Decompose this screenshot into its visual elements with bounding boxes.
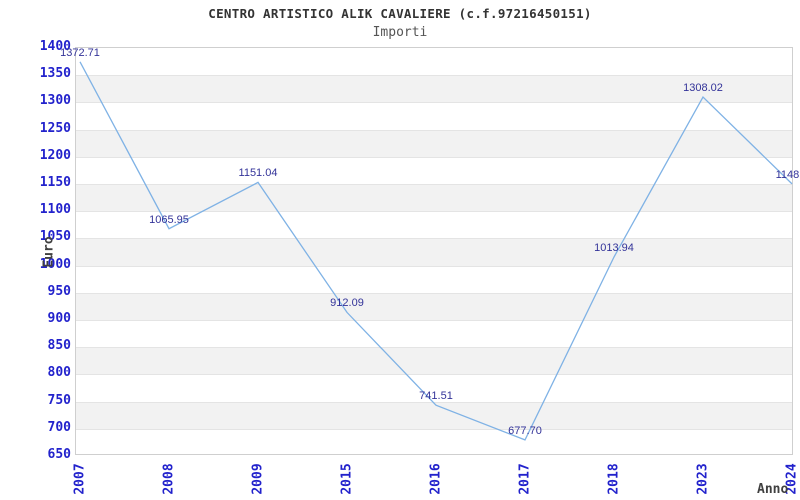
chart-title: CENTRO ARTISTICO ALIK CAVALIERE (c.f.972… [208, 6, 592, 21]
y-tick-label: 700 [47, 419, 71, 435]
y-tick-label: 650 [47, 447, 71, 462]
gridline [76, 292, 792, 294]
plot-band [76, 347, 792, 375]
gridline [76, 184, 792, 185]
y-tick-label: 1100 [39, 202, 71, 218]
x-tick-label: 2017 [517, 463, 533, 495]
gridline [76, 238, 792, 240]
y-tick-label: 900 [47, 311, 71, 326]
y-tick-label: 1300 [39, 93, 71, 109]
y-axis-title: Euro [41, 236, 57, 268]
data-point-label: 1308.02 [683, 82, 723, 95]
x-tick-label: 2007 [72, 463, 88, 495]
gridline [76, 129, 792, 131]
data-point-label: 1372.71 [60, 46, 100, 59]
y-tick-label: 800 [47, 365, 71, 381]
y-tick-label: 1400 [39, 39, 71, 54]
y-tick-label: 1250 [39, 120, 71, 136]
x-tick-label: 2015 [339, 463, 355, 495]
x-tick-label: 2016 [428, 463, 444, 495]
gridline [76, 156, 792, 158]
y-tick-label: 1200 [39, 147, 71, 163]
x-tick-label: 2009 [250, 463, 266, 495]
data-point-label: 1148.3 [775, 168, 800, 181]
x-tick-label: 2008 [161, 463, 177, 495]
plot-band [76, 184, 792, 212]
plot-band [76, 401, 792, 429]
data-point-label: 741.51 [419, 390, 453, 403]
gridline [76, 211, 792, 213]
y-tick-label: 1350 [39, 66, 71, 82]
y-tick-label: 850 [47, 338, 71, 354]
gridline [76, 374, 792, 376]
y-tick-label: 1000 [39, 256, 71, 272]
gridline [76, 320, 792, 321]
gridline [76, 75, 792, 77]
y-tick-label: 1050 [39, 229, 71, 245]
gridline [76, 347, 792, 349]
data-point-label: 1151.04 [238, 167, 278, 180]
y-tick-label: 1150 [39, 175, 71, 190]
gridline [76, 428, 792, 430]
gridline [76, 265, 792, 267]
y-tick-label: 950 [47, 283, 71, 299]
plot-band [76, 238, 792, 266]
gridline [76, 102, 792, 104]
plot-band [76, 292, 792, 320]
data-point-label: 912.09 [330, 297, 364, 310]
x-tick-label: 2018 [606, 463, 622, 495]
data-point-label: 677.70 [508, 424, 542, 437]
x-tick-label: 2023 [695, 463, 711, 495]
chart-subtitle: Importi [372, 25, 428, 40]
data-point-label: 1013.94 [594, 242, 634, 255]
data-point-label: 1065.95 [149, 213, 189, 226]
x-axis-title: Anno [757, 482, 789, 497]
plot-band [76, 129, 792, 157]
y-tick-label: 750 [47, 392, 71, 408]
